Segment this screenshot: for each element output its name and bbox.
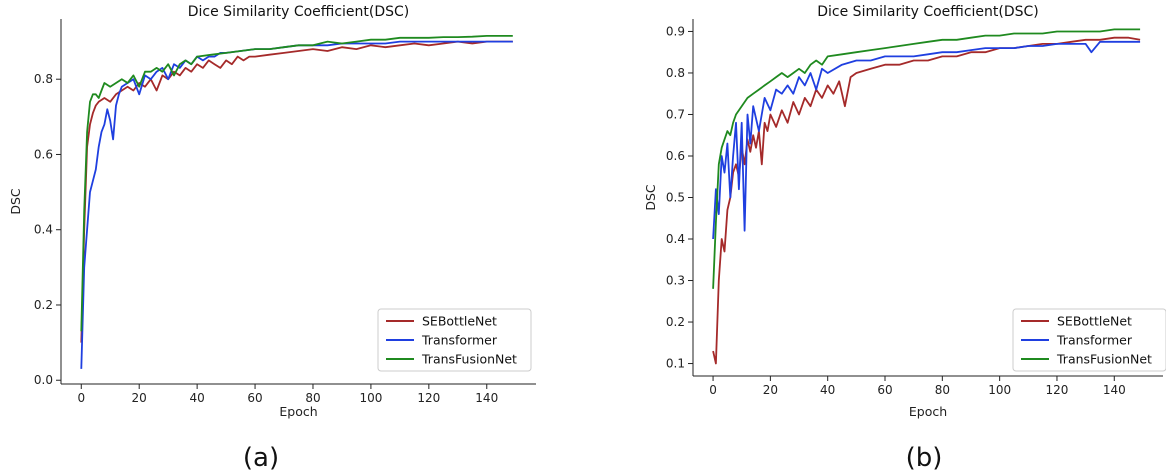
y-tick-label: 0.2: [34, 298, 53, 312]
y-tick-label: 0.7: [666, 107, 685, 121]
chart-panel-a: Dice Similarity Coefficient(DSC) 0 20 40 60 8…: [8, 4, 536, 473]
x-tick-label: 80: [305, 391, 320, 405]
series-line-sebottlenet: [80, 40, 513, 343]
x-axis-label: Epoch: [909, 404, 947, 419]
legend-box: [1012, 308, 1166, 372]
x-tick-label: 140: [1103, 383, 1126, 397]
legend-label: TransFusionNet: [421, 352, 517, 367]
y-tick-label: 0.1: [666, 357, 685, 371]
y-tick-label: 0.6: [34, 147, 53, 161]
y-tick-label: 0.4: [666, 232, 685, 246]
legend: SEBottleNet Transformer TransFusionNet: [1012, 308, 1166, 372]
x-tick-label: 40: [189, 391, 204, 405]
legend-label: Transformer: [1056, 333, 1133, 348]
y-tick-label: 0.9: [666, 24, 685, 38]
y-axis-label: DSC: [8, 188, 23, 215]
x-tick-label: 120: [417, 391, 440, 405]
x-tick-label: 40: [820, 383, 835, 397]
chart-title: Dice Similarity Coefficient(DSC): [817, 4, 1039, 20]
x-tick-label: 0: [77, 391, 85, 405]
y-tick-label: 0.4: [34, 223, 53, 237]
x-tick-label: 60: [247, 391, 262, 405]
y-tick-label: 0.8: [666, 66, 685, 80]
x-tick-label: 0: [709, 383, 717, 397]
legend-label: Transformer: [421, 333, 498, 348]
legend-label: SEBottleNet: [422, 314, 497, 329]
y-axis-label: DSC: [643, 184, 658, 211]
legend: SEBottleNet Transformer TransFusionNet: [377, 308, 532, 372]
x-axis-label: Epoch: [279, 404, 317, 419]
y-tick-label: 0.0: [34, 373, 53, 387]
panel-caption: (a): [243, 443, 279, 473]
y-tick-label: 0.2: [666, 315, 685, 329]
legend-label: TransFusionNet: [1056, 352, 1152, 367]
x-tick-label: 60: [877, 383, 892, 397]
chart-title: Dice Similarity Coefficient(DSC): [188, 4, 410, 20]
x-tick-label: 80: [935, 383, 950, 397]
x-tick-label: 100: [988, 383, 1011, 397]
series-line-transfusionnet: [712, 28, 1141, 289]
x-tick-label: 100: [359, 391, 382, 405]
chart-panel-b: Dice Similarity Coefficient(DSC) 0 20 40 60 8…: [643, 4, 1166, 473]
panel-caption: (b): [906, 443, 943, 473]
y-tick-label: 0.5: [666, 191, 685, 205]
x-tick-label: 20: [132, 391, 147, 405]
series-line-transformer: [712, 40, 1141, 240]
legend-box: [377, 308, 532, 372]
x-tick-label: 120: [1046, 383, 1069, 397]
x-tick-label: 20: [763, 383, 778, 397]
series-line-transfusionnet: [80, 35, 513, 332]
y-tick-label: 0.8: [34, 72, 53, 86]
y-tick-label: 0.6: [666, 149, 685, 163]
y-tick-label: 0.3: [666, 274, 685, 288]
legend-label: SEBottleNet: [1057, 314, 1132, 329]
x-tick-label: 140: [475, 391, 498, 405]
